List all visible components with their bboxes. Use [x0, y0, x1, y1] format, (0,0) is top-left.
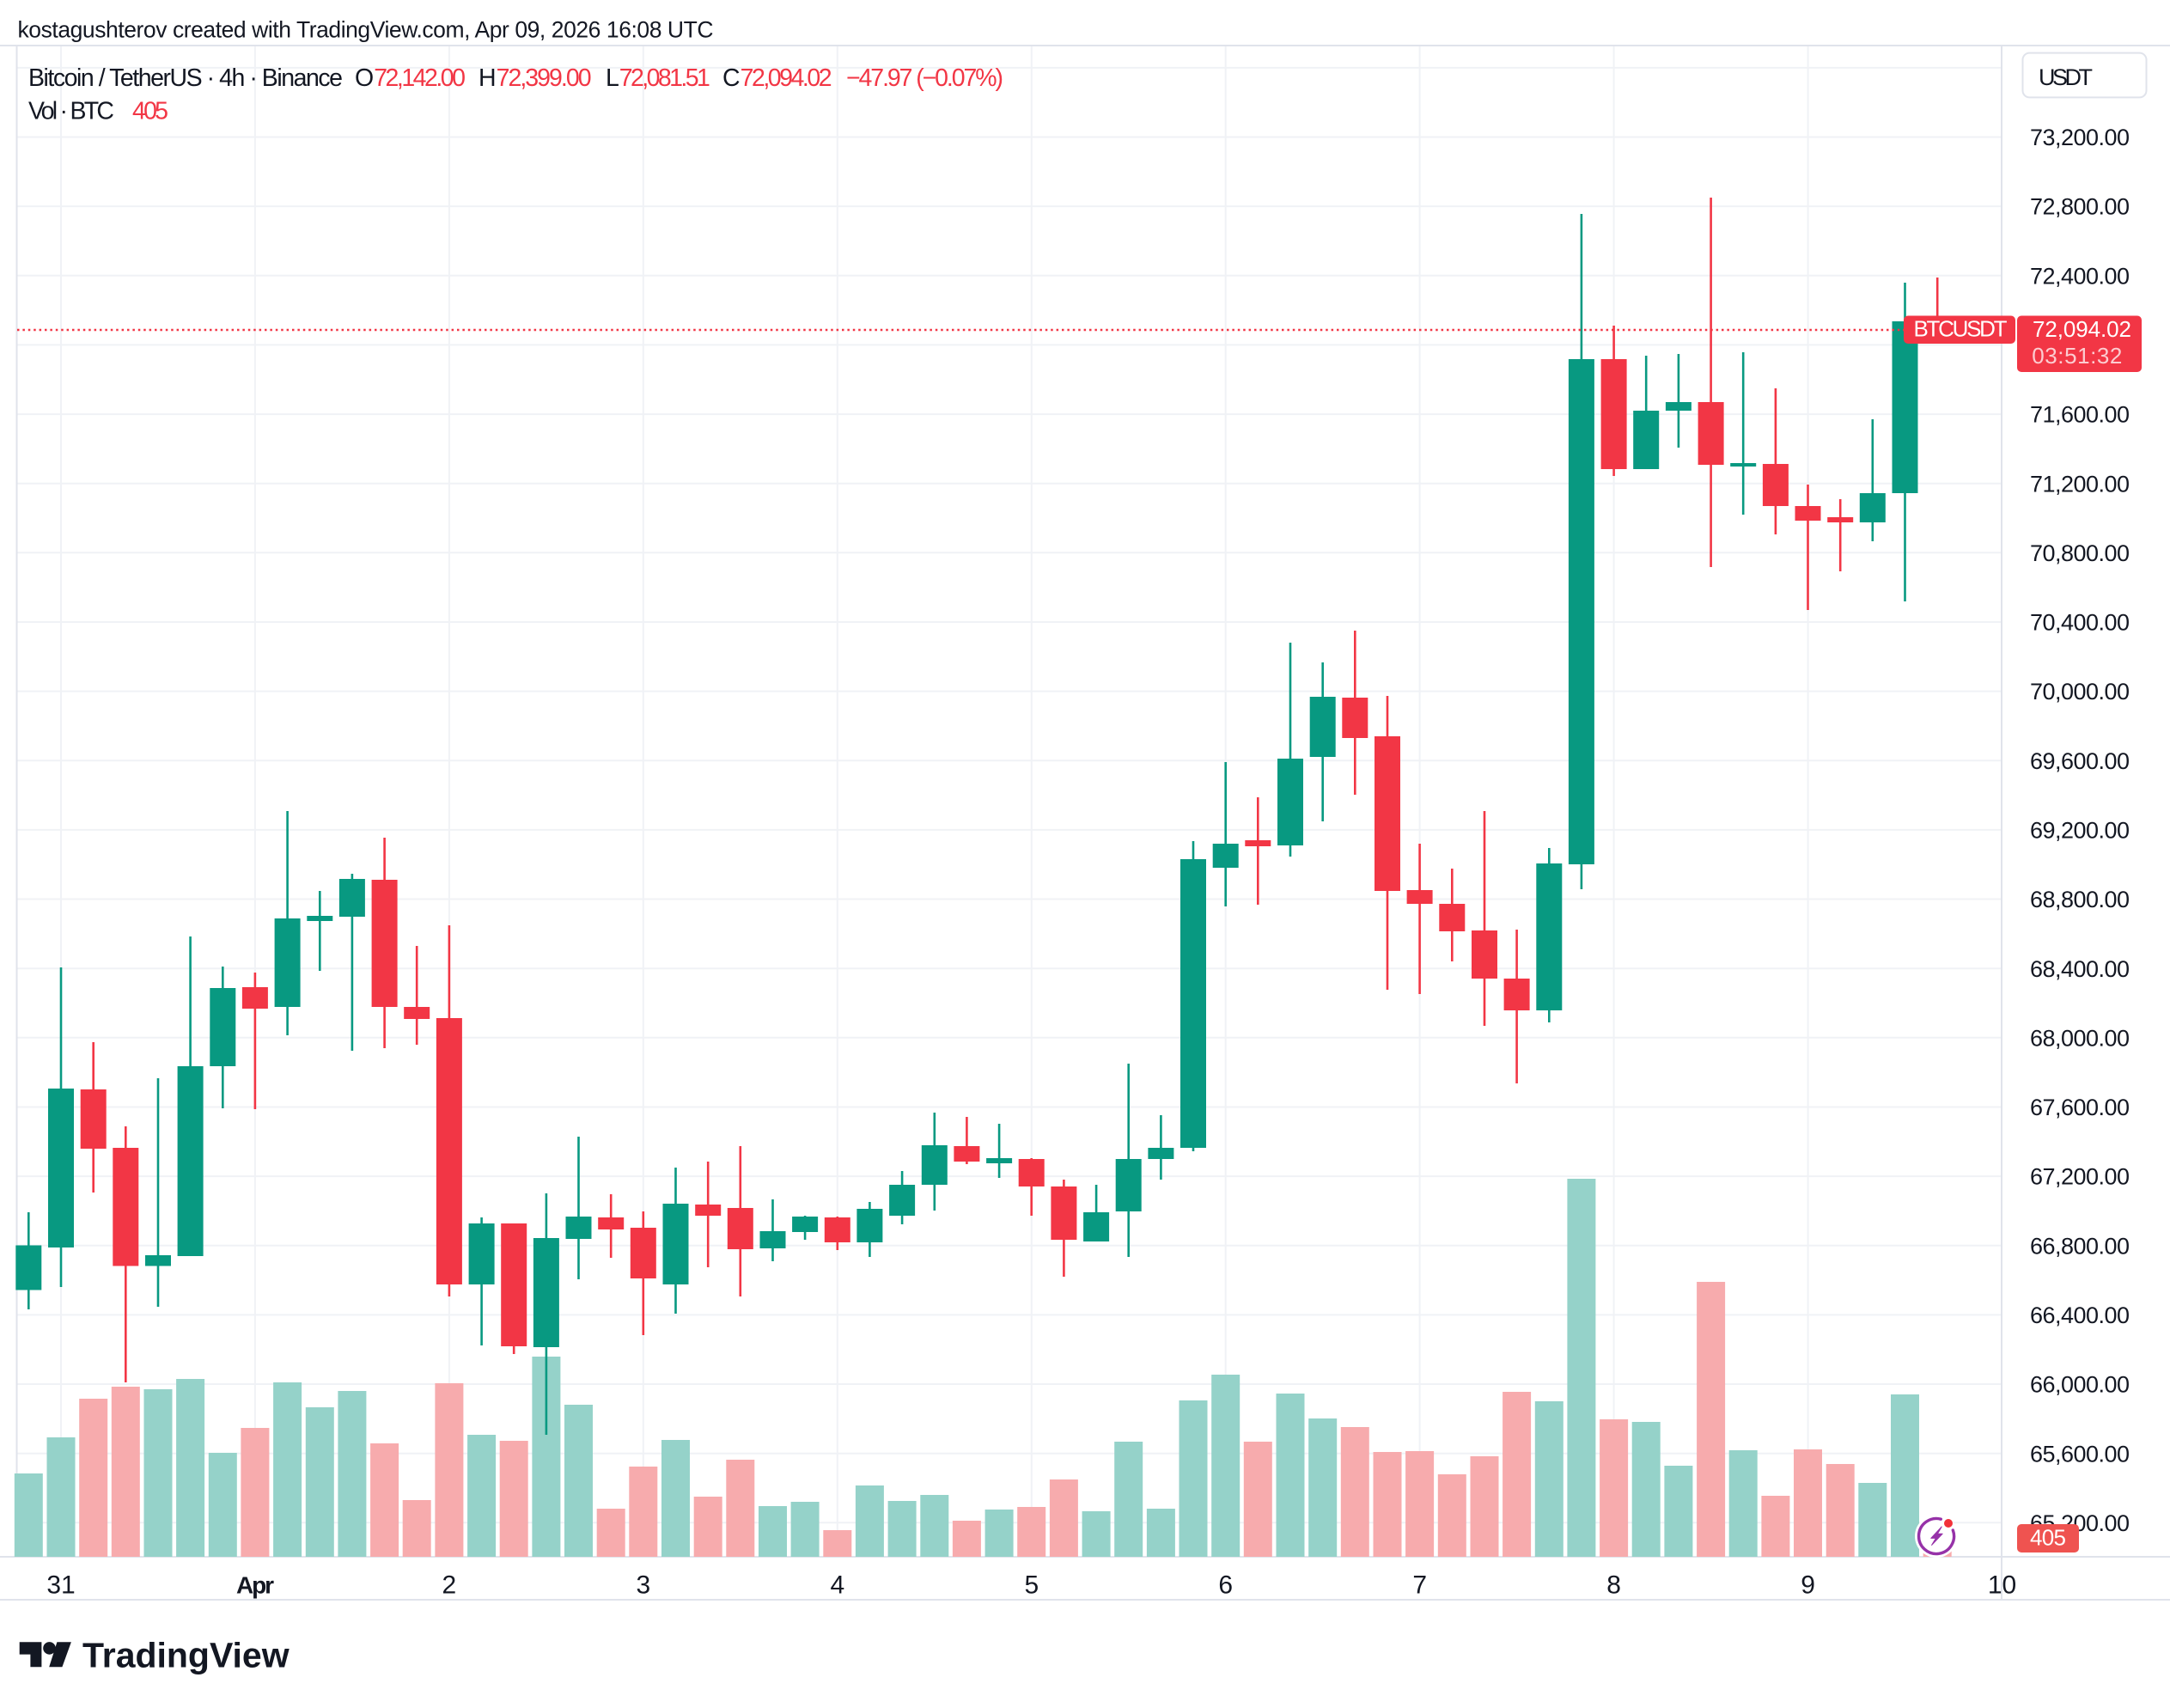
svg-text:68,000.00: 68,000.00	[2030, 1025, 2130, 1051]
svg-text:TradingView: TradingView	[82, 1636, 290, 1675]
svg-text:31: 31	[46, 1571, 75, 1600]
svg-text:70,000.00: 70,000.00	[2030, 679, 2130, 705]
svg-text:70,800.00: 70,800.00	[2030, 540, 2130, 566]
svg-text:72,800.00: 72,800.00	[2030, 194, 2130, 220]
svg-text:Apr: Apr	[236, 1572, 274, 1599]
svg-text:66,800.00: 66,800.00	[2030, 1233, 2130, 1259]
svg-text:69,200.00: 69,200.00	[2030, 818, 2130, 844]
svg-text:Bitcoin / TetherUS · 4h · Bina: Bitcoin / TetherUS · 4h · Binance O72,142…	[28, 64, 1003, 92]
svg-text:3: 3	[637, 1571, 651, 1600]
svg-text:72,400.00: 72,400.00	[2030, 263, 2130, 289]
svg-text:69,600.00: 69,600.00	[2030, 748, 2130, 774]
svg-text:70,400.00: 70,400.00	[2030, 610, 2130, 636]
svg-text:67,600.00: 67,600.00	[2030, 1095, 2130, 1120]
svg-text:9: 9	[1801, 1571, 1815, 1600]
svg-text:4: 4	[830, 1571, 844, 1600]
svg-text:kostagushterov created with Tr: kostagushterov created with TradingView.…	[18, 17, 714, 43]
svg-text:68,400.00: 68,400.00	[2030, 956, 2130, 982]
svg-text:66,400.00: 66,400.00	[2030, 1302, 2130, 1328]
svg-text:USDT: USDT	[2039, 64, 2093, 90]
svg-text:6: 6	[1218, 1571, 1233, 1600]
svg-text:5: 5	[1024, 1571, 1039, 1600]
svg-text:72,094.02: 72,094.02	[2033, 316, 2131, 342]
svg-text:68,800.00: 68,800.00	[2030, 887, 2130, 912]
svg-text:66,000.00: 66,000.00	[2030, 1372, 2130, 1398]
svg-text:67,200.00: 67,200.00	[2030, 1164, 2130, 1190]
svg-text:03:51:32: 03:51:32	[2032, 343, 2122, 369]
svg-text:2: 2	[442, 1571, 457, 1600]
svg-text:8: 8	[1606, 1571, 1621, 1600]
svg-text:71,600.00: 71,600.00	[2030, 402, 2130, 428]
svg-text:10: 10	[1988, 1571, 2016, 1600]
svg-text:7: 7	[1412, 1571, 1427, 1600]
svg-text:BTCUSDT: BTCUSDT	[1914, 316, 2008, 342]
svg-text:65,600.00: 65,600.00	[2030, 1441, 2130, 1467]
svg-text:73,200.00: 73,200.00	[2030, 125, 2130, 150]
svg-text:71,200.00: 71,200.00	[2030, 471, 2130, 497]
svg-text:405: 405	[2030, 1525, 2066, 1551]
